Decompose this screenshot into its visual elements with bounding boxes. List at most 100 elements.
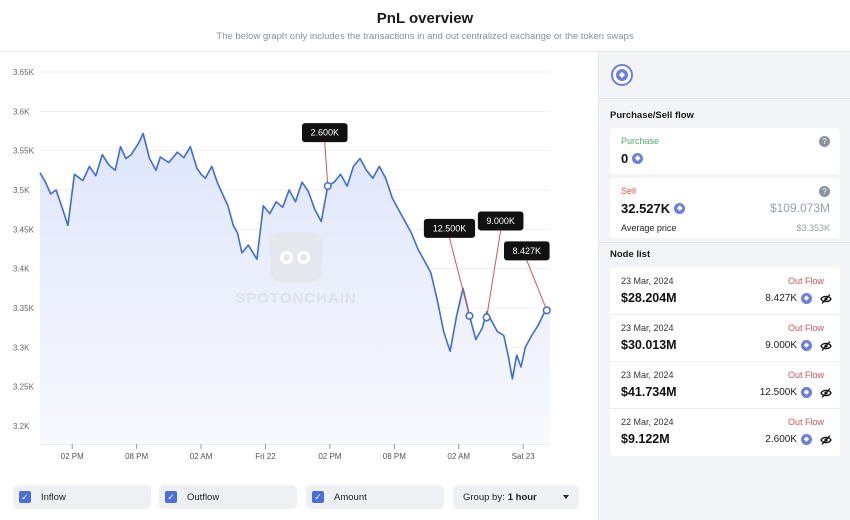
sell-label: Sell <box>621 186 637 196</box>
purchase-card: Purchase ? 0 ◆ <box>610 128 840 174</box>
eye-off-icon[interactable] <box>820 340 832 352</box>
x-tick-label: Sat 23 <box>512 452 536 461</box>
eth-coin-icon: ◆ <box>801 387 812 398</box>
node-tokens: 12.500K ◆ <box>760 387 812 398</box>
transaction-marker <box>465 311 474 320</box>
amount-toggle[interactable]: ✓ Amount <box>306 485 444 509</box>
inflow-check-icon[interactable]: ✓ <box>19 491 31 503</box>
watermark-text: SPOTONCHAIN <box>235 290 357 307</box>
list-item[interactable]: 23 Mar, 2024 Out Flow $41.734M 12.500K ◆ <box>610 361 840 409</box>
transaction-marker <box>542 306 551 315</box>
group-by-select[interactable]: Group by: 1 hour <box>453 485 579 509</box>
y-tick-label: 3.55K <box>13 147 35 156</box>
node-amount: $28.204M <box>621 291 677 305</box>
callout-line <box>448 237 470 316</box>
divider <box>610 314 840 315</box>
help-icon[interactable]: ? <box>819 136 830 147</box>
callout-box <box>503 241 550 261</box>
node-date: 23 Mar, 2024 <box>621 370 674 380</box>
eth-coin-icon: ◆ <box>674 203 686 214</box>
amount-label: Amount <box>334 491 367 503</box>
ethereum-icon[interactable]: ◆ <box>611 64 633 86</box>
divider <box>599 98 850 99</box>
node-token-amount: 2.600K <box>765 434 797 445</box>
y-tick-label: 3.4K <box>13 265 30 274</box>
purchase-amount: 0 <box>621 151 629 166</box>
callout-line <box>526 260 548 311</box>
watermark: SPOTONCHAIN <box>230 232 362 307</box>
purchase-value: 0 ◆ <box>621 151 644 166</box>
eth-coin-icon: ◆ <box>801 434 812 445</box>
divider <box>610 408 840 409</box>
eth-coin-icon: ◆ <box>632 153 644 164</box>
group-by-value: 1 hour <box>507 491 537 503</box>
node-token-amount: 8.427K <box>765 293 797 304</box>
node-date: 23 Mar, 2024 <box>621 276 674 286</box>
callout-box <box>423 218 476 238</box>
page-header: PnL overview The below graph only includ… <box>0 0 850 52</box>
x-tick-label: 02 AM <box>447 452 470 461</box>
chevron-down-icon <box>563 495 569 499</box>
inflow-toggle[interactable]: ✓ Inflow <box>13 485 151 509</box>
page-subtitle: The below graph only includes the transa… <box>216 31 634 42</box>
help-icon[interactable]: ? <box>819 186 830 197</box>
callout-box <box>477 211 524 231</box>
node-amount: $41.734M <box>621 385 677 399</box>
eth-coin-icon: ◆ <box>801 293 812 304</box>
callout-box <box>301 123 348 143</box>
y-tick-label: 3.5K <box>13 186 30 195</box>
x-tick-label: 02 AM <box>190 452 213 461</box>
node-flow: Out Flow <box>787 370 824 380</box>
purchase-label: Purchase <box>621 136 660 146</box>
callout-label: 12.500K <box>433 223 467 233</box>
callout-label: 8.427K <box>513 246 542 256</box>
side-panel: ◆ Purchase/Sell flow Purchase ? 0 ◆ Sell… <box>598 52 850 520</box>
chart-svg[interactable]: 3.65K 3.6K 3.55K 3.5K 3.45K 3.4K 3.35K 3.3K 3.25… <box>0 52 598 482</box>
y-tick-label: 3.45K <box>13 225 35 234</box>
divider <box>599 242 850 243</box>
outflow-toggle[interactable]: ✓ Outflow <box>159 485 297 509</box>
node-list: 23 Mar, 2024 Out Flow $28.204M 8.427K ◆ 2… <box>610 267 840 456</box>
flow-section-title: Purchase/Sell flow <box>610 110 694 121</box>
callout-label: 9.000K <box>486 216 515 226</box>
amount-check-icon[interactable]: ✓ <box>312 491 324 503</box>
callout-line <box>324 142 329 187</box>
list-item[interactable]: 22 Mar, 2024 Out Flow $9.122M 2.600K ◆ <box>610 408 840 456</box>
eye-off-icon[interactable] <box>820 387 832 399</box>
x-tick-label: 08 PM <box>125 452 148 461</box>
y-tick-label: 3.35K <box>13 304 35 313</box>
node-tokens: 8.427K ◆ <box>765 293 812 304</box>
y-tick-label: 3.65K <box>13 68 35 77</box>
node-tokens: 9.000K ◆ <box>765 340 812 351</box>
node-flow: Out Flow <box>787 276 824 286</box>
node-list-title: Node list <box>610 249 651 260</box>
eye-off-icon[interactable] <box>820 293 832 305</box>
node-flow: Out Flow <box>787 323 824 333</box>
x-tick-label: 02 PM <box>318 452 341 461</box>
eye-off-icon[interactable] <box>820 434 832 446</box>
node-flow: Out Flow <box>787 417 824 427</box>
avg-price-value: $3.353K <box>796 223 830 233</box>
outflow-label: Outflow <box>187 491 220 503</box>
y-tick-label: 3.25K <box>13 383 35 392</box>
list-item[interactable]: 23 Mar, 2024 Out Flow $28.204M 8.427K ◆ <box>610 267 840 315</box>
list-item[interactable]: 23 Mar, 2024 Out Flow $30.013M 9.000K ◆ <box>610 314 840 362</box>
node-amount: $9.122M <box>621 432 670 446</box>
callout-line <box>486 230 502 318</box>
sell-amount: 32.527K <box>621 201 671 216</box>
page-title: PnL overview <box>376 10 474 27</box>
x-tick-label: Fri 22 <box>255 452 276 461</box>
node-date: 22 Mar, 2024 <box>621 417 674 427</box>
transaction-marker <box>482 313 491 322</box>
pnl-chart[interactable]: 3.65K 3.6K 3.55K 3.5K 3.45K 3.4K 3.35K 3.3K 3.25… <box>0 52 598 520</box>
node-date: 23 Mar, 2024 <box>621 323 674 333</box>
y-tick-label: 3.3K <box>13 343 30 352</box>
avg-price-label: Average price <box>621 223 677 233</box>
sell-usd: $109.073M <box>769 201 830 215</box>
x-tick-label: 02 PM <box>61 452 84 461</box>
y-tick-label: 3.2K <box>13 422 30 431</box>
outflow-check-icon[interactable]: ✓ <box>165 491 177 503</box>
price-line <box>39 132 551 380</box>
node-tokens: 2.600K ◆ <box>765 434 812 445</box>
sell-value: 32.527K ◆ <box>621 201 686 216</box>
